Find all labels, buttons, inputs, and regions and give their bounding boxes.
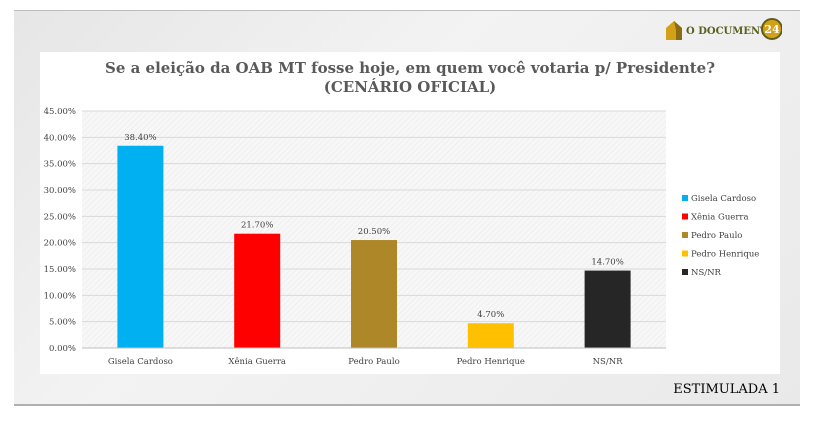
legend-label: Xênia Guerra [691,212,749,223]
bar [467,323,514,348]
chart-title: Se a eleição da OAB MT fosse hoje, em qu… [104,59,716,77]
bar [351,240,397,348]
legend-swatch [682,195,688,201]
brand-logo: O DOCUMENTO 24 [666,18,782,40]
legend-swatch [682,232,688,238]
legend-swatch [682,250,688,257]
logo-badge-number: 24 [764,23,780,36]
bar [584,270,631,348]
logo-badge [761,18,782,40]
chart-title-block: Se a eleição da OAB MT fosse hoje, em qu… [40,59,780,97]
data-label: 38.40% [124,133,156,143]
y-tick-label: 35.00% [44,160,76,170]
bar [117,145,164,348]
legend-label: Gisela Cardoso [691,194,756,204]
legend-swatch [682,269,688,275]
footer-label: ESTIMULADA 1 [673,382,780,397]
logo-wordmark: O DOCUMENTO [686,26,777,37]
bar [234,233,281,348]
legend-label: NS/NR [691,268,722,278]
y-tick-label: 25.00% [44,212,76,222]
y-tick-label: 0.00% [49,344,76,354]
x-tick-label: Pedro Henrique [457,357,525,367]
slide-divider [14,404,800,406]
y-tick-label: 5.00% [49,318,76,328]
legend-swatch [682,213,688,220]
chart-subtitle: (CENÁRIO OFICIAL) [323,78,497,96]
x-tick-label: Gisela Cardoso [108,357,173,367]
data-label: 4.70% [477,310,504,320]
legend-label: Pedro Henrique [691,250,759,260]
x-tick-label: Xênia Guerra [228,356,286,367]
legend-label: Pedro Paulo [691,231,742,241]
x-tick-label: Pedro Paulo [348,357,399,367]
x-tick-label: NS/NR [593,357,624,367]
y-tick-label: 30.00% [44,186,76,196]
data-label: 21.70% [241,221,273,231]
y-tick-label: 20.00% [44,239,76,249]
y-tick-label: 45.00% [44,107,76,117]
y-tick-label: 15.00% [44,265,76,275]
data-label: 20.50% [358,227,390,237]
y-tick-label: 10.00% [44,291,76,301]
y-tick-label: 40.00% [44,133,76,143]
data-label: 14.70% [591,258,623,268]
